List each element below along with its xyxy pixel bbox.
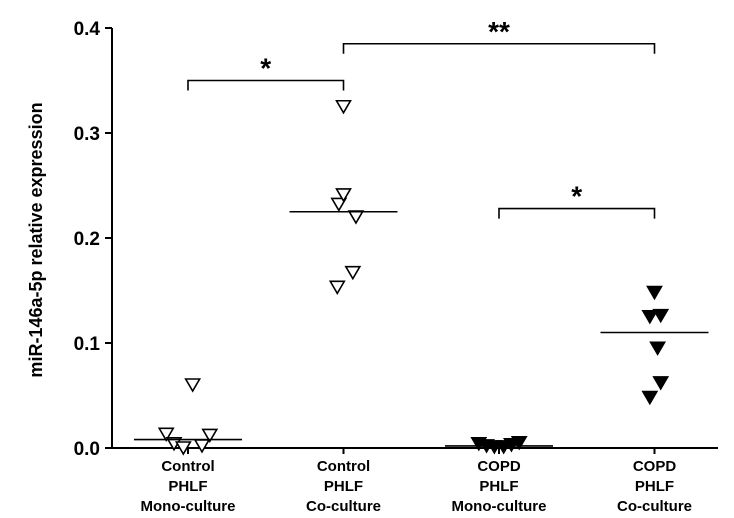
data-marks: [134, 99, 709, 456]
x-category-label: Mono-culture: [141, 498, 236, 515]
open-triangle-marker: [157, 427, 175, 442]
filled-triangle-marker: [641, 390, 659, 406]
open-triangle-marker: [174, 441, 192, 456]
y-tick-label: 0.0: [74, 439, 100, 460]
filled-triangle-marker: [652, 376, 670, 391]
significance-annotations: ****: [187, 16, 656, 219]
open-triangle-marker: [344, 265, 362, 281]
x-category-label: PHLF: [324, 478, 363, 495]
y-tick-label: 0.3: [74, 124, 100, 145]
x-category-label: Mono-culture: [452, 498, 547, 515]
x-category-label: Control: [161, 458, 214, 475]
x-category-label: Co-culture: [617, 498, 692, 515]
open-triangle-marker: [201, 428, 219, 443]
open-triangle-marker: [184, 378, 202, 393]
y-tick-label: 0.4: [74, 19, 101, 40]
significance-bracket: [498, 207, 656, 219]
open-triangle-marker: [193, 439, 211, 454]
significance-label: *: [260, 53, 271, 84]
x-category-label: Co-culture: [306, 498, 381, 515]
significance-label: *: [571, 181, 582, 212]
open-triangle-marker: [335, 99, 352, 115]
significance-label: **: [488, 16, 510, 47]
filled-triangle-marker: [649, 341, 667, 356]
significance-bracket: [187, 79, 345, 91]
filled-triangle-marker: [510, 435, 528, 451]
x-category-label: COPD: [633, 458, 677, 475]
x-category-label: PHLF: [635, 478, 674, 495]
axes: 0.0 0.1 0.2 0.3 0.4 Control PHLF Mono-culture Co…: [74, 19, 718, 515]
filled-triangle-marker: [652, 308, 670, 324]
open-triangle-marker: [347, 210, 365, 225]
filled-triangle-marker: [641, 309, 659, 325]
x-category-label: PHLF: [479, 478, 518, 495]
filled-triangle-marker: [646, 285, 663, 301]
significance-bracket: [342, 42, 656, 54]
open-triangle-marker: [330, 197, 348, 212]
open-triangle-marker: [328, 280, 346, 295]
x-category-label: COPD: [477, 458, 521, 475]
x-category-label: PHLF: [168, 478, 207, 495]
x-category-label: Control: [317, 458, 370, 475]
y-tick-label: 0.1: [74, 334, 101, 355]
open-triangle-marker: [335, 188, 352, 203]
y-tick-label: 0.2: [74, 229, 100, 250]
y-axis-label: miR-146a-5p relative expression: [26, 102, 46, 377]
